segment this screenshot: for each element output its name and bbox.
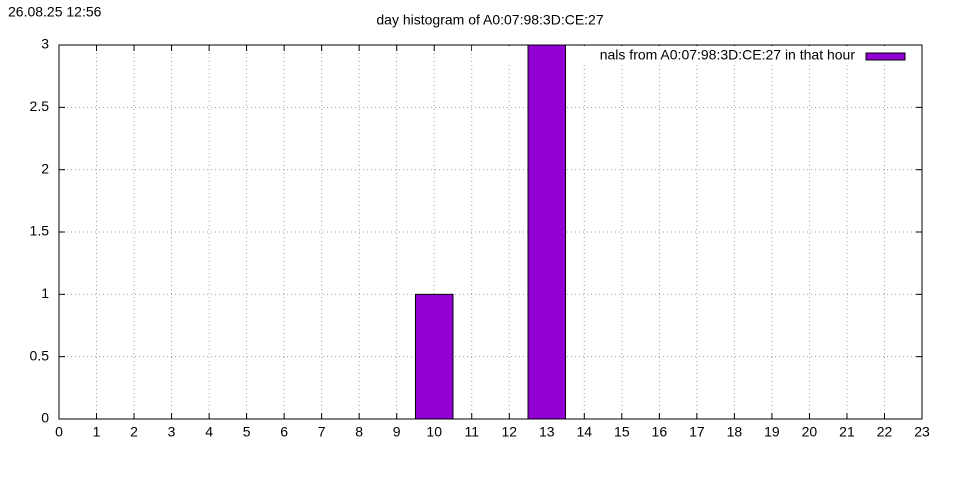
x-tick-label: 7 [318, 424, 326, 440]
chart-title: day histogram of A0:07:98:3D:CE:27 [376, 12, 603, 28]
x-tick-label: 5 [243, 424, 251, 440]
x-tick-label: 16 [652, 424, 668, 440]
x-tick-label: 20 [802, 424, 818, 440]
x-tick-label: 8 [355, 424, 363, 440]
legend-background [472, 46, 912, 65]
x-tick-label: 2 [130, 424, 138, 440]
x-tick-label: 22 [877, 424, 893, 440]
x-tick-label: 21 [839, 424, 855, 440]
x-tick-label: 10 [426, 424, 442, 440]
y-tick-label: 1 [41, 285, 49, 301]
legend-label: nals from A0:07:98:3D:CE:27 in that hour [600, 47, 856, 63]
x-tick-label: 17 [689, 424, 705, 440]
legend-swatch [865, 52, 906, 61]
x-tick-label: 18 [727, 424, 743, 440]
x-tick-label: 1 [93, 424, 101, 440]
x-tick-label: 4 [205, 424, 213, 440]
y-tick-label: 0.5 [30, 347, 50, 363]
bar [414, 293, 454, 420]
plot-border [58, 44, 923, 420]
x-tick-label: 19 [764, 424, 780, 440]
y-tick-label: 2 [41, 160, 49, 176]
bar [527, 44, 567, 420]
x-tick-label: 0 [55, 424, 63, 440]
x-tick-label: 23 [914, 424, 930, 440]
x-tick-label: 11 [464, 424, 479, 440]
x-tick-label: 12 [501, 424, 517, 440]
x-tick-label: 3 [168, 424, 176, 440]
timestamp: 26.08.25 12:56 [8, 4, 102, 20]
x-tick-label: 9 [393, 424, 401, 440]
y-tick-label: 1.5 [30, 223, 50, 239]
x-tick-label: 14 [577, 424, 593, 440]
y-tick-label: 0 [41, 410, 49, 426]
x-tick-label: 6 [280, 424, 288, 440]
y-tick-label: 2.5 [30, 98, 50, 114]
y-tick-label: 3 [41, 36, 49, 52]
x-tick-label: 13 [539, 424, 555, 440]
x-tick-label: 15 [614, 424, 630, 440]
